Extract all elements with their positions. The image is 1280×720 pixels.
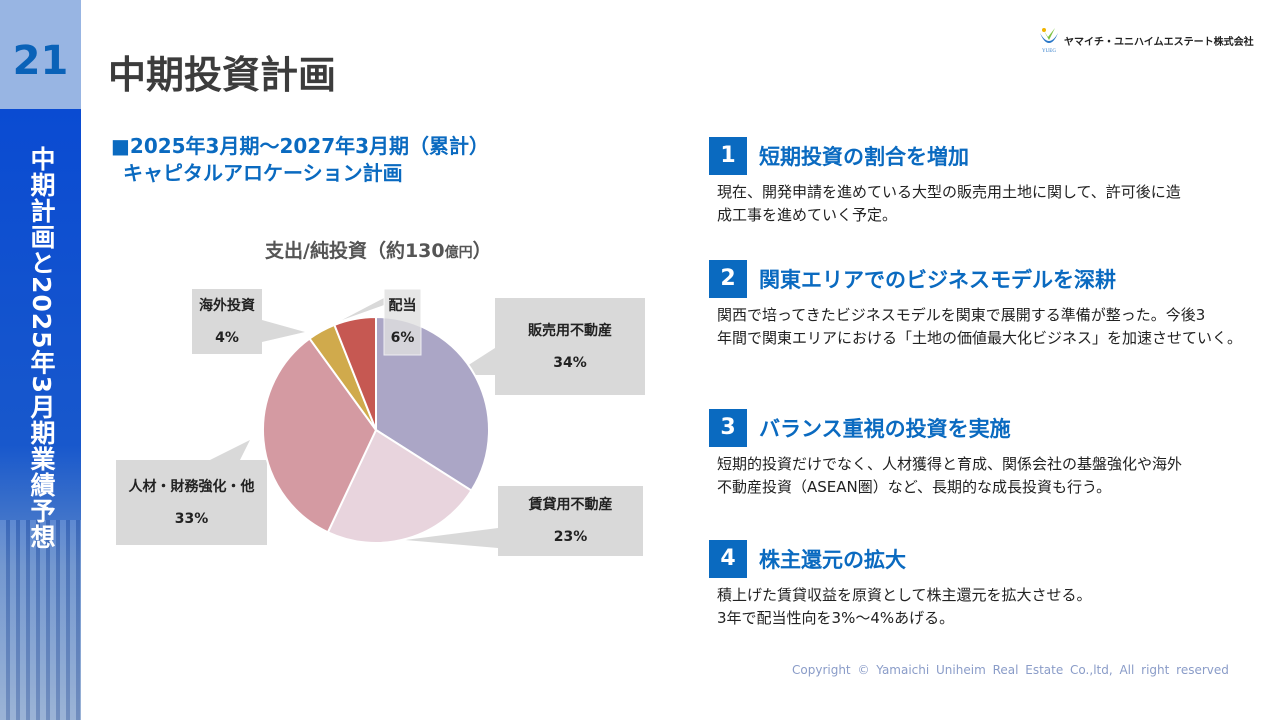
point-heading: 関東エリアでのビジネスモデルを深耕 <box>759 268 1116 292</box>
callout-pointer <box>405 528 498 548</box>
data-label: 賃貸用不動産 23% <box>498 489 643 553</box>
data-label: 海外投資 4% <box>192 290 262 354</box>
page-title: 中期投資計画 <box>108 53 337 97</box>
city-image <box>0 520 81 720</box>
copyright: Copyright © Yamaichi Uniheim Real Estate… <box>792 663 1229 677</box>
callout-pointer <box>210 440 250 460</box>
slice-value: 23% <box>553 529 588 545</box>
slice-value: 4% <box>215 329 239 346</box>
chart-title-text: 支出/純投資（約130 <box>265 240 445 262</box>
point-heading: 株主還元の拡大 <box>759 548 906 572</box>
slice-label: 賃貸用不動産 <box>528 497 613 513</box>
point-body: 現在、開発申請を進めている大型の販売用土地に関して、許可後に造 成工事を進めていく… <box>717 181 1181 227</box>
subtitle-line-2: キャピタルアロケーション計画 <box>123 161 403 185</box>
sidebar-section-title: 中期計画と2025年3月期業績予想 <box>27 146 56 550</box>
point-body-line: 年間で関東エリアにおける「土地の価値最大化ビジネス」を加速させていく。 <box>717 329 1243 347</box>
callout-box <box>192 289 262 354</box>
slice-label: 人材・財務強化・他 <box>128 478 255 495</box>
logo-mark-icon: YUEG <box>1040 28 1058 53</box>
point-body-line: 不動産投資（ASEAN圏）など、長期的な成長投資も行う。 <box>717 478 1112 496</box>
point-body: 短期的投資だけでなく、人材獲得と育成、関係会社の基盤強化や海外 不動産投資（ASE… <box>717 453 1182 499</box>
slice-value: 34% <box>553 354 587 371</box>
point-number: 2 <box>709 260 747 298</box>
pie-slice <box>262 337 378 534</box>
point-number: 1 <box>709 137 747 175</box>
callout-box <box>498 486 643 556</box>
data-label: 配当 6% <box>384 290 421 354</box>
callout-box <box>383 288 422 356</box>
point-body: 関西で培ってきたビジネスモデルを関東で展開する準備が整った。今後3 年間で関東エリ… <box>717 304 1242 350</box>
slice-label: 配当 <box>388 298 417 314</box>
point-body: 積上げた賃貸収益を原資として株主還元を拡大させる。 3年で配当性向を3%～4%あげ… <box>717 584 1092 630</box>
data-label: 人材・財務強化・他 33% <box>116 471 267 535</box>
callout-pointer <box>342 298 384 320</box>
data-label: 販売用不動産 34% <box>495 315 645 379</box>
slice-value: 33% <box>174 510 209 527</box>
pie-slice <box>333 315 377 431</box>
slice-label: 販売用不動産 <box>528 322 612 339</box>
page-number: 21 <box>12 38 69 84</box>
point-body-line: 成工事を進めていく予定。 <box>717 206 898 224</box>
callout-box <box>116 460 267 545</box>
point-body-line: 現在、開発申請を進めている大型の販売用土地に関して、許可後に造 <box>717 183 1181 201</box>
chart-title: 支出/純投資（約130億円） <box>265 236 492 263</box>
sidebar-panel <box>0 109 81 720</box>
point-heading: 短期投資の割合を増加 <box>759 145 969 169</box>
point-body-line: 積上げた賃貸収益を原資として株主還元を拡大させる。 <box>717 586 1092 604</box>
point-number: 3 <box>709 409 747 447</box>
callout-pointer <box>262 320 305 342</box>
slice-value: 6% <box>390 330 415 346</box>
chart-title-close: ） <box>472 240 492 262</box>
svg-text:YUEG: YUEG <box>1042 49 1056 53</box>
company-logo: YUEG ヤマイチ・ユニハイムエステート株式会社 <box>1038 27 1254 53</box>
page-number-panel <box>0 0 81 109</box>
point-body-line: 3年で配当性向を3%～4%あげる。 <box>717 609 955 627</box>
point-heading: バランス重視の投資を実施 <box>759 417 1011 441</box>
slice-label: 海外投資 <box>199 297 255 314</box>
company-name: ヤマイチ・ユニハイムエステート株式会社 <box>1064 36 1254 48</box>
subtitle-line-1: ■2025年3月期～2027年3月期（累計） <box>111 134 490 158</box>
chart-title-unit: 億円 <box>444 245 473 261</box>
point-body-line: 関西で培ってきたビジネスモデルを関東で展開する準備が整った。今後3 <box>717 306 1206 324</box>
callout-box <box>495 298 645 395</box>
point-number: 4 <box>709 540 747 578</box>
section-subtitle: ■2025年3月期～2027年3月期（累計） キャピタルアロケーション計画 <box>111 133 489 187</box>
point-body-line: 短期的投資だけでなく、人材獲得と育成、関係会社の基盤強化や海外 <box>717 455 1183 473</box>
